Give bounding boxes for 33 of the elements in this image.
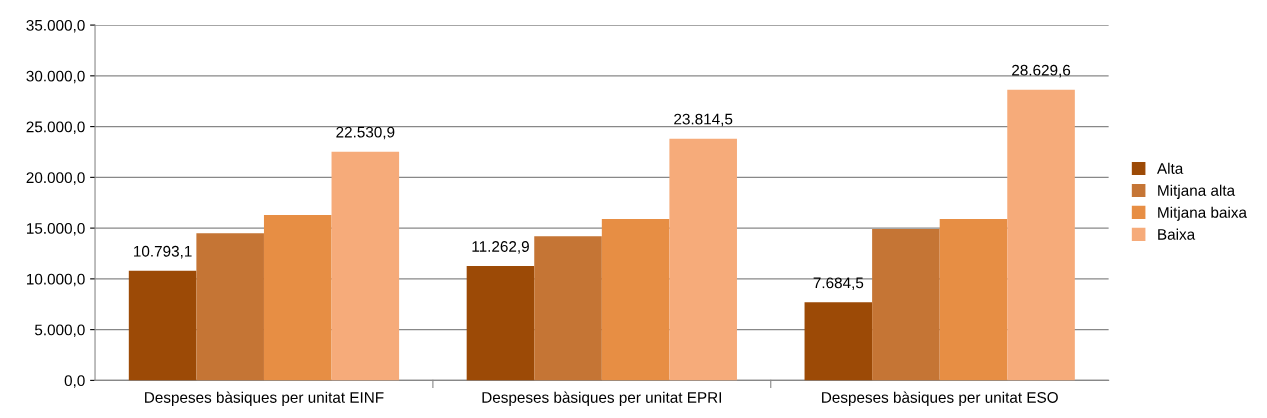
x-tick-label: Despeses bàsiques per unitat ESO xyxy=(822,391,1058,406)
y-tick-label: 10.000,0 xyxy=(27,273,85,287)
legend-label: Baixa xyxy=(1158,228,1196,240)
x-tick-label: Despeses bàsiques per unitat EPRI xyxy=(482,391,722,406)
legend-label: Mitjana alta xyxy=(1158,184,1236,199)
y-tick-label: 20.000,0 xyxy=(26,172,85,185)
bar xyxy=(466,266,535,381)
data-label: 23.814,5 xyxy=(674,113,733,127)
y-tick-label: 25.000,0 xyxy=(26,121,85,135)
data-label: 11.262,9 xyxy=(472,241,529,254)
bar xyxy=(128,270,197,381)
bar xyxy=(331,151,400,381)
bar xyxy=(669,138,737,381)
y-tick-label: 15.000,0 xyxy=(27,222,85,236)
y-tick-label: 35.000,0 xyxy=(26,19,85,33)
bar xyxy=(872,229,940,381)
y-tick-label: 30.000,0 xyxy=(26,70,85,84)
bar xyxy=(263,214,332,381)
bar xyxy=(534,236,602,381)
x-tick-label: Despeses bàsiques per unitat EINF xyxy=(145,391,384,406)
bar xyxy=(939,218,1008,381)
bar xyxy=(196,233,264,381)
data-label: 22.530,9 xyxy=(336,126,395,140)
bar xyxy=(804,302,873,381)
y-tick-label: 0,0 xyxy=(64,375,85,388)
bar xyxy=(601,218,670,381)
legend-label: Mitjana baixa xyxy=(1158,206,1247,221)
bar xyxy=(1007,89,1075,381)
legend-label: Alta xyxy=(1156,162,1184,174)
data-label: 7.684,5 xyxy=(813,277,864,291)
data-label: 28.629,6 xyxy=(1012,64,1071,78)
y-tick-label: 5.000,0 xyxy=(34,324,85,338)
data-label: 10.793,1 xyxy=(134,245,192,259)
